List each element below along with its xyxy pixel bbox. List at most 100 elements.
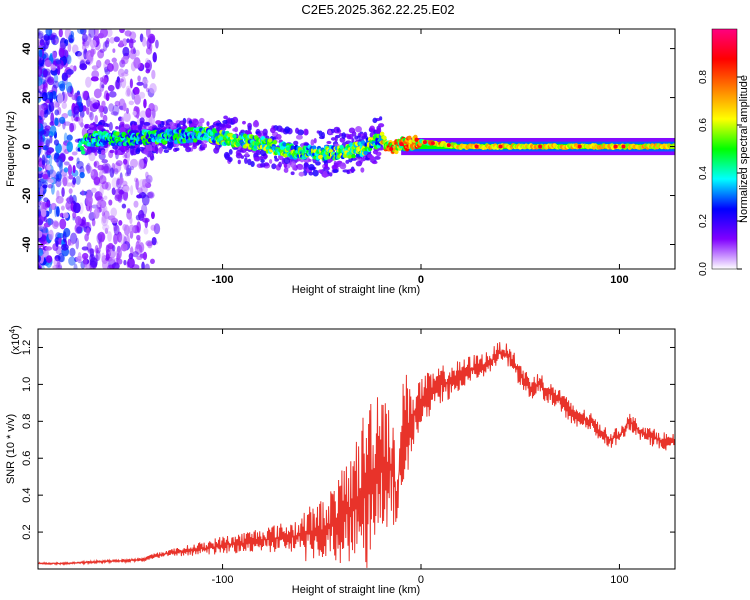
spectrogram-blob [257, 132, 262, 137]
spectrogram-blob [44, 143, 50, 151]
spectrogram-blob [68, 174, 74, 180]
spectrogram-blob [91, 187, 97, 194]
spectrogram-blob [113, 233, 118, 245]
spectrogram-blob [101, 163, 109, 175]
spectrogram-blob [147, 241, 153, 249]
spectrogram-blob [318, 135, 325, 140]
spectrogram-blob [43, 215, 48, 223]
spectrogram-blob [39, 67, 43, 75]
spectrogram-blob [114, 79, 122, 90]
spectrogram-blob [111, 177, 119, 189]
spectrogram-frame [37, 28, 676, 270]
spectrogram-blob [93, 29, 99, 37]
spectrogram-blob [117, 68, 125, 78]
spectrogram-blob [372, 117, 378, 124]
spectrogram-blob [47, 178, 54, 184]
spectrogram-blob [40, 209, 47, 217]
spectrogram-blob [113, 36, 120, 43]
spectrogram-blob [66, 196, 75, 205]
spectrogram-blob [79, 29, 87, 35]
spectrogram-blob [136, 147, 141, 153]
spectrogram-blob [38, 76, 43, 87]
spectrogram-blob [218, 123, 226, 128]
spectrogram-blob [355, 160, 363, 167]
spectrogram-blob [293, 140, 299, 146]
spectrogram-blob [54, 109, 60, 116]
spectrogram-blob [65, 182, 73, 187]
spectrogram-blob [101, 159, 108, 164]
spectrogram-blob [114, 149, 118, 155]
spectrogram-blob [55, 173, 60, 182]
spectrogram-blob [81, 252, 89, 260]
spectrogram-blob [62, 212, 69, 219]
spectrogram-blob [64, 39, 69, 47]
spectrogram-blob [115, 131, 120, 136]
spectrogram-blob [135, 178, 139, 190]
spectrogram-blob [97, 231, 106, 242]
spectrogram-blob [78, 115, 84, 126]
spectrogram-blob [61, 187, 65, 198]
spectrogram-blob [147, 137, 153, 143]
spectrogram-blob [96, 233, 102, 244]
spectrogram-blob [86, 227, 90, 236]
spectrogram-blob [62, 176, 68, 187]
spectrogram-blob [53, 100, 59, 109]
spectrogram-blob [326, 140, 332, 145]
spectrogram-blob [151, 104, 159, 113]
spectrogram-blob [53, 74, 59, 83]
spectrogram-blob [270, 127, 276, 134]
spectrogram-blob [97, 199, 102, 206]
spectrogram-blob [113, 224, 120, 236]
spectrogram-blob [376, 127, 382, 134]
spectrogram-blob [67, 43, 72, 53]
spectrogram-blob [303, 162, 310, 167]
spectrogram-blob [122, 185, 130, 193]
spectrogram-blob [61, 92, 68, 104]
spectrogram-blob [119, 40, 124, 48]
spectrogram-blob [334, 135, 338, 142]
spectrogram-blob [88, 29, 96, 38]
spectrogram-blob [81, 33, 88, 43]
spectrogram-blob [90, 48, 95, 58]
spectrogram-blob [125, 234, 130, 246]
spectrogram-blob [244, 157, 248, 164]
spectrogram-blob [174, 147, 180, 151]
spectrogram-blob [118, 220, 123, 226]
spectrogram-blob [79, 171, 85, 179]
spectrogram-blob [54, 205, 58, 218]
spectrogram-x-tick-label: 100 [610, 274, 628, 286]
spectrogram-blob [347, 154, 353, 159]
spectrogram-blob [88, 124, 94, 128]
spectrogram-blob [154, 144, 158, 152]
spectrogram-blob [313, 137, 317, 144]
spectrogram-blob [57, 232, 65, 239]
spectrogram-blob [332, 168, 339, 173]
snr-y-scale-note: (x104) [8, 325, 22, 355]
spectrogram-blob [259, 149, 267, 157]
spectrogram-x-tick-label: 0 [418, 274, 424, 286]
spectrogram-blob [94, 244, 99, 254]
spectrogram-blob [75, 255, 83, 263]
spectrogram-blob [136, 234, 141, 241]
spectrogram-blob [99, 29, 108, 38]
spectrogram-blob [237, 159, 241, 165]
spectrogram-blob [272, 139, 278, 145]
snr-x-label: Height of straight line (km) [292, 584, 420, 596]
spectrogram-blob [153, 223, 161, 235]
spectrogram-blob [56, 59, 64, 70]
spectrogram-blob [349, 168, 356, 172]
spectrogram-blob [308, 171, 314, 176]
spectrogram-blob [47, 217, 52, 226]
spectrogram-blob [128, 252, 134, 260]
spectrogram-blob [219, 135, 224, 141]
spectrogram-blob [91, 138, 97, 143]
spectrogram-blob [59, 83, 66, 92]
spectrogram-blob [109, 256, 116, 265]
spectrogram-blob [178, 120, 186, 126]
spectrogram-blob [339, 162, 347, 170]
spectrogram-blob [259, 162, 266, 168]
spectrogram-blob [192, 118, 199, 126]
spectrogram-blob [123, 224, 130, 236]
spectrogram-blob [42, 122, 48, 129]
spectrogram-blob [132, 110, 137, 116]
